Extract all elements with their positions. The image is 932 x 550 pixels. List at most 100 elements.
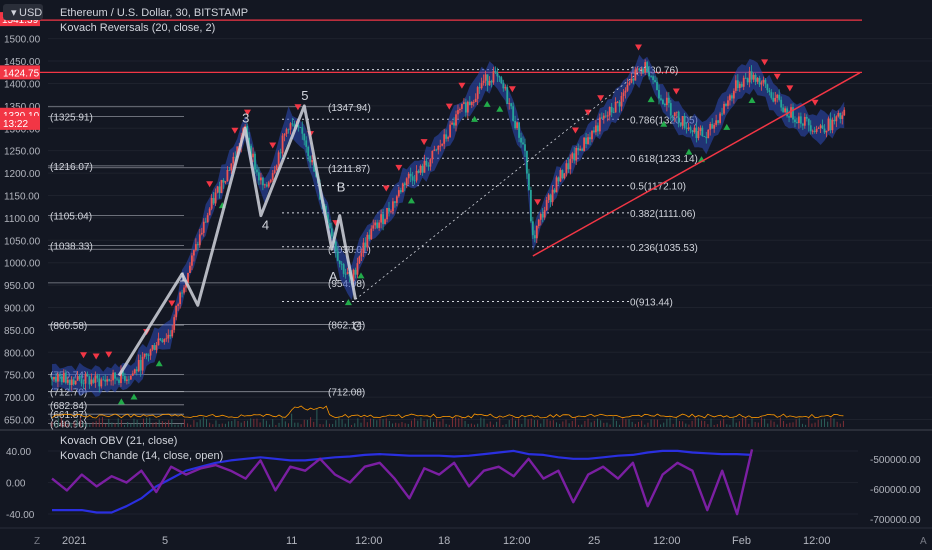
candle-body: [328, 223, 331, 229]
candle-body: [376, 222, 379, 228]
volume-bar: [593, 420, 595, 427]
candle-body: [604, 115, 607, 117]
volume-bar: [622, 417, 624, 427]
volume-bar: [515, 420, 517, 427]
volume-bar: [322, 424, 324, 427]
currency-badge-bg[interactable]: [3, 4, 43, 20]
candle-body: [752, 74, 755, 80]
candle-body: [665, 97, 668, 106]
buy-marker: [748, 97, 756, 104]
candle-body: [330, 228, 333, 237]
price-tick-label: 1450.00: [4, 57, 41, 68]
candle-body: [220, 179, 223, 194]
candle-body: [472, 101, 475, 103]
volume-bar: [382, 419, 384, 427]
chande-title[interactable]: Kovach Chande (14, close, open): [60, 450, 223, 462]
volume-bar: [773, 421, 775, 427]
volume-bar: [231, 421, 233, 427]
sell-marker: [811, 99, 819, 106]
volume-bar: [269, 424, 271, 427]
sell-marker: [231, 127, 239, 134]
candle-body: [100, 379, 103, 387]
candle-body: [382, 214, 384, 225]
volume-bar: [108, 418, 110, 427]
candle-body: [620, 95, 623, 107]
sell-marker: [269, 142, 277, 149]
volume-bar: [221, 423, 223, 427]
candle-body: [86, 374, 89, 377]
support-trendline[interactable]: [532, 72, 861, 257]
candle-body: [340, 263, 343, 265]
left-price-axis[interactable]: [0, 0, 48, 530]
sell-marker: [80, 352, 88, 359]
volume-bar: [193, 420, 195, 427]
price-tick-label: 1100.00: [4, 214, 40, 225]
currency-label[interactable]: USD: [19, 7, 42, 19]
indicator-title[interactable]: Kovach Reversals (20, close, 2): [60, 22, 215, 34]
volume-bar: [319, 423, 321, 427]
candle-body: [218, 186, 221, 194]
price-tick-label: 650.00: [4, 416, 35, 427]
time-tick-label: 25: [588, 535, 600, 547]
volume-bar: [341, 419, 343, 427]
candle-body: [778, 94, 781, 100]
auto-scale-icon[interactable]: A: [920, 536, 927, 547]
candle-body: [790, 107, 792, 118]
volume-ma-line: [51, 405, 844, 419]
volume-bar: [719, 420, 721, 427]
time-tick-label: 18: [438, 535, 450, 547]
fib-label: 0.382(1111.06): [630, 209, 696, 220]
volume-bar: [603, 422, 605, 427]
candle-body: [596, 125, 599, 132]
volume-bar: [369, 418, 371, 427]
candle-body: [786, 108, 788, 117]
candle-body: [801, 123, 804, 126]
volume-bar: [663, 422, 665, 427]
volume-bar: [584, 420, 586, 427]
candle-body: [356, 263, 359, 275]
volume-bar: [480, 417, 482, 427]
candle-body: [798, 116, 800, 124]
candle-body: [701, 127, 704, 137]
candle-body: [60, 376, 63, 383]
volume-bar: [631, 421, 633, 427]
candle-body: [114, 372, 116, 379]
top-price-badge-label: 1541.39: [2, 15, 39, 26]
candle-body: [537, 219, 540, 226]
fib-trend-line[interactable]: [355, 65, 648, 300]
volume-bar: [439, 421, 441, 427]
volume-bar: [795, 419, 797, 427]
osc-tick-label: 40.00: [6, 447, 31, 458]
timezone-icon[interactable]: Z: [34, 536, 40, 547]
price-badge: [0, 65, 40, 80]
volume-bar: [196, 422, 198, 427]
volume-bar: [70, 422, 72, 427]
time-axis[interactable]: 2021 5 11 12:00 18 12:00 25 12:00 Feb 12:00: [62, 535, 831, 547]
volume-bar: [748, 423, 750, 427]
volume-bar: [578, 424, 580, 427]
drawings[interactable]: [117, 65, 861, 377]
candle-body: [441, 143, 444, 146]
candle-body: [407, 173, 410, 179]
candle-body: [616, 101, 619, 103]
candle-body: [325, 205, 327, 215]
wave-label: 4: [262, 218, 269, 233]
volume-bar: [388, 420, 390, 427]
candle-body: [480, 82, 483, 89]
volume-bar: [653, 419, 655, 427]
candle-body: [129, 375, 132, 380]
candle-body: [125, 379, 128, 381]
candle-body: [366, 234, 369, 248]
osc-right-tick-label: -600000.00: [870, 485, 921, 496]
volume-bar: [218, 423, 220, 427]
candle-body: [626, 84, 629, 91]
symbol-title[interactable]: Ethereum / U.S. Dollar, 30, BITSTAMP: [60, 7, 248, 19]
obv-title[interactable]: Kovach OBV (21, close): [60, 435, 177, 447]
candle-body: [614, 101, 617, 113]
candle-body: [425, 160, 428, 166]
volume-bar: [351, 424, 353, 427]
elliott-wave-path[interactable]: [117, 104, 357, 377]
volume-bar: [442, 419, 444, 427]
volume-bar: [240, 422, 242, 427]
candle-body: [127, 379, 130, 381]
